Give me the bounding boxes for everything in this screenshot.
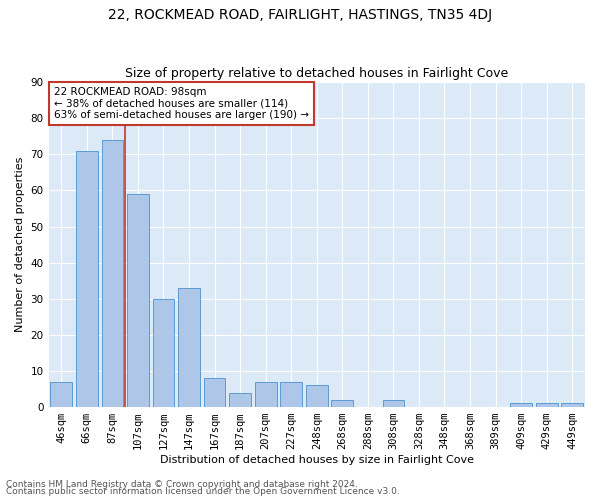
Bar — [331, 400, 353, 407]
Y-axis label: Number of detached properties: Number of detached properties — [15, 157, 25, 332]
Text: 22, ROCKMEAD ROAD, FAIRLIGHT, HASTINGS, TN35 4DJ: 22, ROCKMEAD ROAD, FAIRLIGHT, HASTINGS, … — [108, 8, 492, 22]
Bar — [562, 404, 583, 407]
Bar — [306, 386, 328, 407]
Bar — [152, 298, 175, 407]
Text: Contains HM Land Registry data © Crown copyright and database right 2024.: Contains HM Land Registry data © Crown c… — [6, 480, 358, 489]
Bar — [383, 400, 404, 407]
Text: Contains public sector information licensed under the Open Government Licence v3: Contains public sector information licen… — [6, 488, 400, 496]
Bar — [280, 382, 302, 407]
Title: Size of property relative to detached houses in Fairlight Cove: Size of property relative to detached ho… — [125, 66, 508, 80]
Bar — [76, 150, 98, 407]
X-axis label: Distribution of detached houses by size in Fairlight Cove: Distribution of detached houses by size … — [160, 455, 474, 465]
Bar — [204, 378, 226, 407]
Bar — [229, 392, 251, 407]
Bar — [101, 140, 123, 407]
Bar — [127, 194, 149, 407]
Text: 22 ROCKMEAD ROAD: 98sqm
← 38% of detached houses are smaller (114)
63% of semi-d: 22 ROCKMEAD ROAD: 98sqm ← 38% of detache… — [54, 87, 309, 120]
Bar — [536, 404, 557, 407]
Bar — [50, 382, 72, 407]
Bar — [255, 382, 277, 407]
Bar — [178, 288, 200, 407]
Bar — [510, 404, 532, 407]
